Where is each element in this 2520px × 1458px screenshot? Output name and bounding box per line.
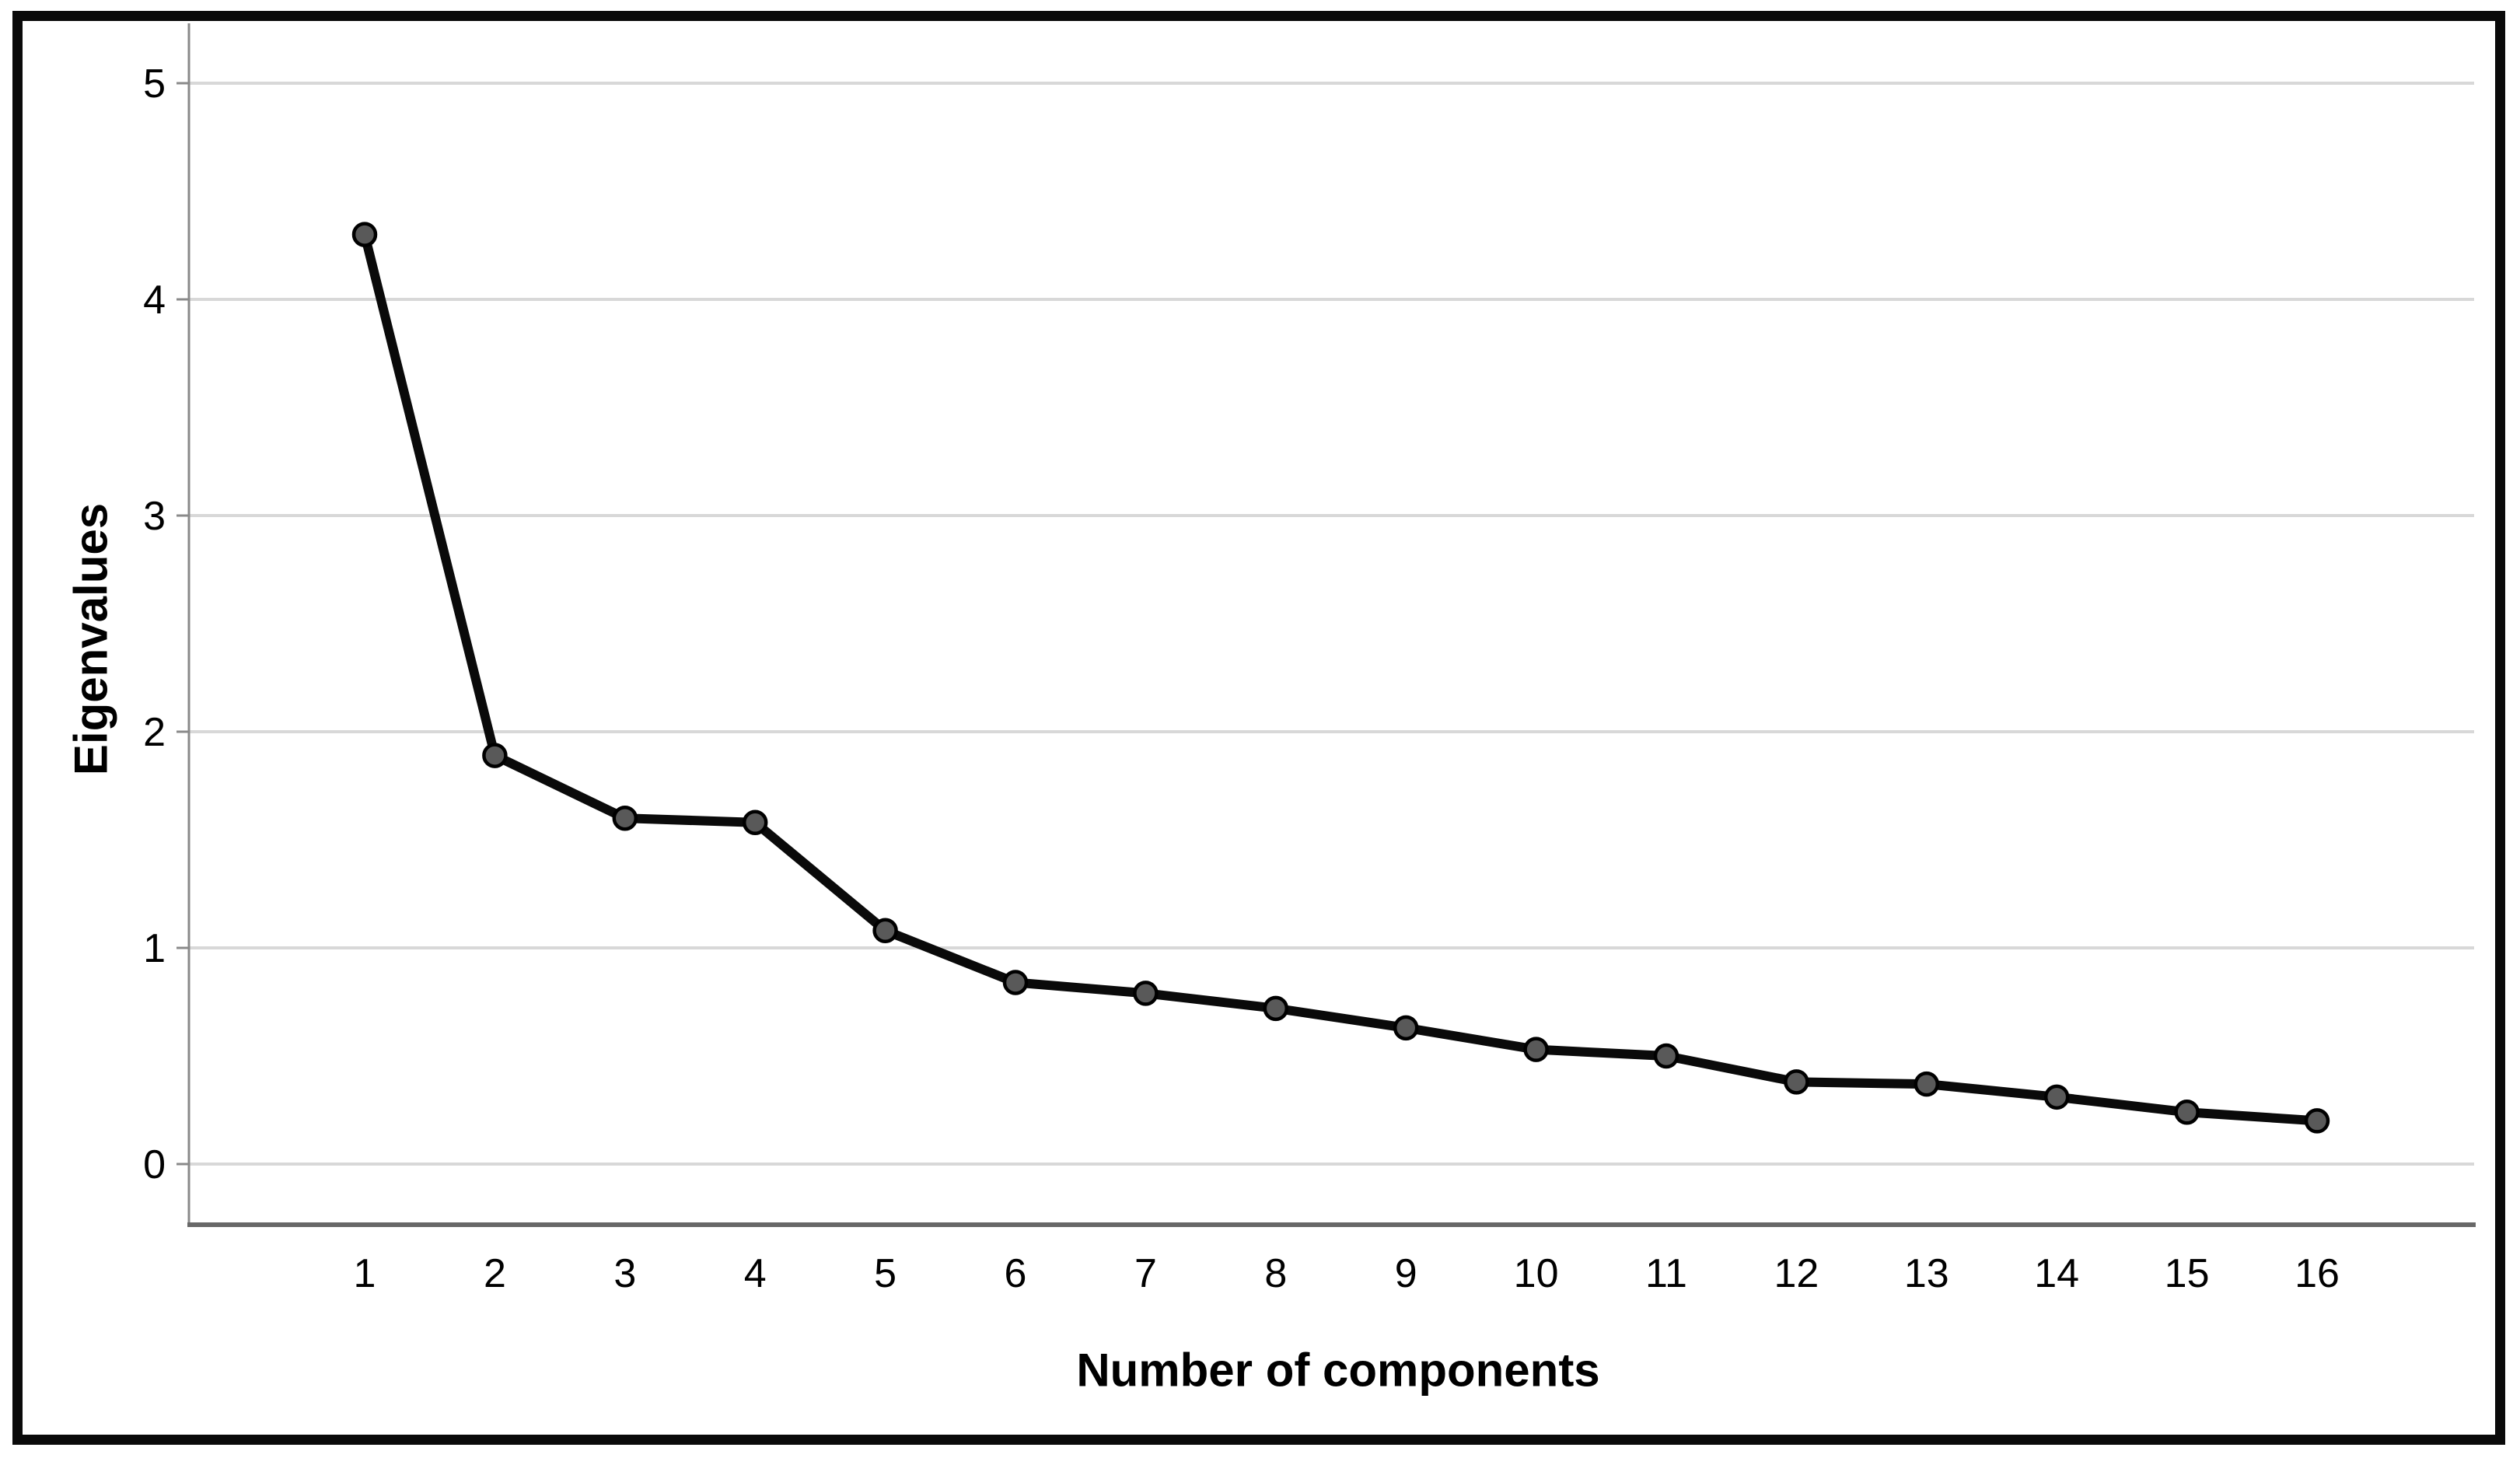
x-tick-label: 11 [1645, 1251, 1687, 1296]
x-tick-label: 3 [613, 1251, 636, 1296]
x-tick-label: 8 [1264, 1251, 1287, 1296]
data-point-marker [1523, 1037, 1549, 1062]
data-point-marker [482, 743, 508, 768]
y-tick-label: 1 [143, 926, 166, 971]
x-tick-label: 16 [2295, 1251, 2340, 1296]
data-point-marker [1653, 1043, 1679, 1069]
x-tick-label: 12 [1774, 1251, 1819, 1296]
x-tick-label: 1 [354, 1251, 376, 1296]
data-point-marker [2174, 1100, 2200, 1125]
y-tick-label: 5 [143, 61, 166, 107]
data-point-marker [742, 809, 768, 836]
x-tick-label: 4 [744, 1251, 767, 1296]
x-tick-label: 7 [1134, 1251, 1157, 1296]
x-tick-label: 5 [874, 1251, 897, 1296]
data-point-marker [1002, 970, 1029, 995]
data-point-marker [2304, 1108, 2330, 1134]
x-axis-title: Number of components [1076, 1344, 1600, 1397]
x-tick-label: 14 [2034, 1251, 2079, 1296]
x-tick-label: 2 [484, 1251, 506, 1296]
x-tick-label: 13 [1904, 1251, 1949, 1296]
data-point-marker [1914, 1071, 1940, 1097]
data-point-marker [1133, 981, 1159, 1006]
data-point-marker [351, 222, 378, 247]
x-tick-label: 10 [1514, 1251, 1559, 1296]
data-point-marker [1263, 995, 1289, 1022]
x-tick-label: 9 [1395, 1251, 1417, 1296]
y-tick-label: 0 [143, 1142, 166, 1187]
y-tick-label: 3 [143, 494, 166, 539]
data-point-marker [1393, 1015, 1419, 1041]
y-tick-label: 2 [143, 710, 166, 755]
data-point-marker [612, 805, 638, 831]
data-point-marker [2043, 1084, 2070, 1110]
y-axis-title: Eigenvalues [65, 502, 117, 776]
data-point-marker [872, 918, 898, 944]
data-point-marker [1784, 1069, 1809, 1095]
x-tick-label: 6 [1005, 1251, 1027, 1296]
y-tick-label: 4 [143, 278, 166, 323]
series-line [360, 233, 2318, 1126]
x-tick-label: 15 [2165, 1251, 2210, 1296]
